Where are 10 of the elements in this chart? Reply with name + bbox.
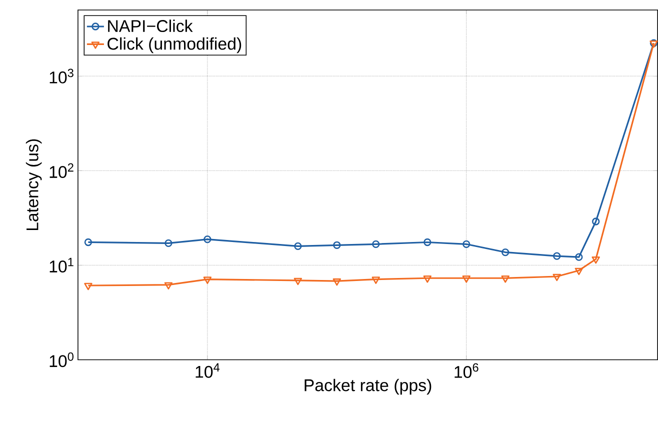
y-tick-label: 10$^{3}$ xyxy=(50,68,74,84)
x-tick-label: 10$^{4}$ xyxy=(196,363,220,378)
legend-label: Click (unmodified) xyxy=(108,37,242,54)
x-axis-title: Packet rate (pps) xyxy=(304,378,432,395)
y-tick-label: 10$^{1}$ xyxy=(50,258,74,273)
y-tick-label: 10$^{2}$ xyxy=(50,163,74,178)
legend-label: NAPI−Click xyxy=(108,20,193,32)
x-tick-label: 10$^{6}$ xyxy=(454,363,478,378)
y-tick-label: 10$^{0}$ xyxy=(50,352,74,368)
y-axis-title: Latency (us) xyxy=(26,140,42,230)
